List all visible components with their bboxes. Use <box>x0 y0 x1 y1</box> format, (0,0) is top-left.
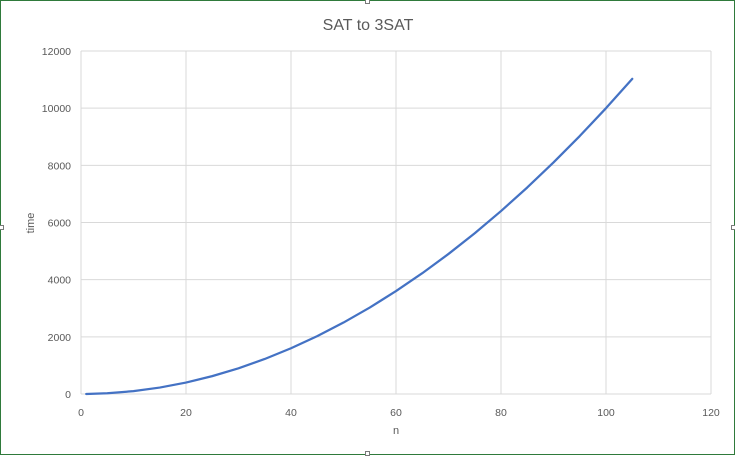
y-tick-label: 12000 <box>42 46 71 58</box>
x-tick-label: 60 <box>390 407 402 419</box>
resize-handle-right[interactable] <box>731 225 735 230</box>
x-axis-label: n <box>393 425 399 437</box>
y-axis-tick-labels: 0 2000 4000 6000 8000 10000 12000 <box>42 46 71 401</box>
y-tick-label: 0 <box>65 389 71 401</box>
chart-title: SAT to 3SAT <box>323 17 414 34</box>
x-tick-label: 100 <box>597 407 615 419</box>
y-tick-label: 6000 <box>48 218 72 230</box>
resize-handle-top[interactable] <box>365 0 370 4</box>
x-tick-label: 80 <box>495 407 507 419</box>
resize-handle-left[interactable] <box>0 225 4 230</box>
x-axis-tick-labels: 0 20 40 60 80 100 120 <box>78 407 720 419</box>
series-line <box>85 77 634 396</box>
y-axis-label: time <box>25 213 37 234</box>
y-tick-label: 2000 <box>48 332 72 344</box>
x-tick-label: 120 <box>702 407 720 419</box>
y-tick-label: 4000 <box>48 275 72 287</box>
gridlines <box>80 50 712 395</box>
x-tick-label: 20 <box>180 407 192 419</box>
x-tick-label: 0 <box>78 407 84 419</box>
y-tick-label: 10000 <box>42 103 71 115</box>
y-tick-label: 8000 <box>48 160 72 172</box>
x-tick-label: 40 <box>285 407 297 419</box>
resize-handle-bottom[interactable] <box>365 451 370 456</box>
